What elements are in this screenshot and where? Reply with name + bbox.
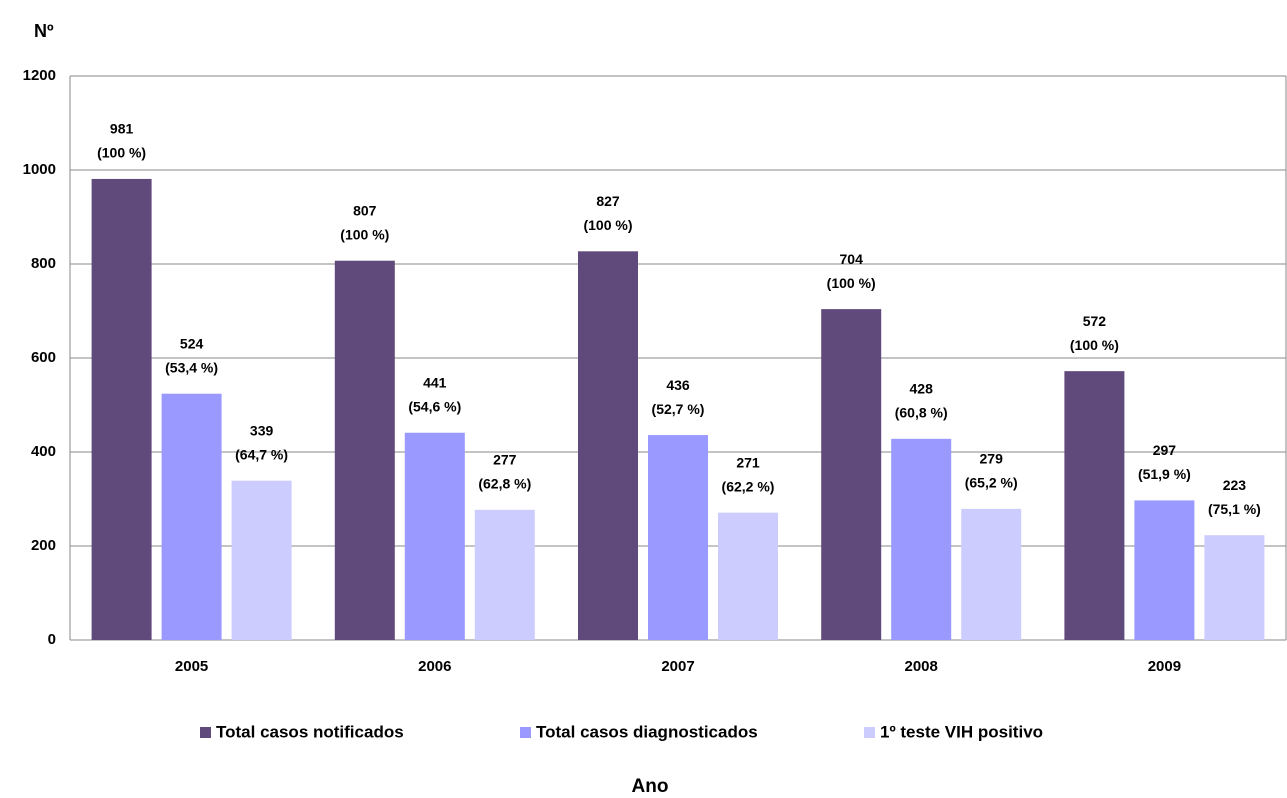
y-tick-label: 1200	[23, 67, 56, 84]
legend-swatch	[520, 727, 531, 738]
value-label: 223	[1223, 477, 1247, 493]
y-tick-label: 600	[31, 349, 56, 366]
value-label: 271	[736, 454, 760, 470]
value-label: (100 %)	[97, 145, 146, 161]
bar	[1064, 371, 1125, 640]
bar	[334, 260, 395, 640]
x-tick-label: 2007	[661, 658, 694, 675]
value-label: (54,6 %)	[408, 398, 461, 414]
bar	[404, 432, 465, 640]
value-label: (62,2 %)	[722, 478, 775, 494]
value-label: 297	[1153, 442, 1177, 458]
value-label: (100 %)	[827, 275, 876, 291]
y-tick-label: 800	[31, 255, 56, 272]
value-label: (100 %)	[340, 226, 389, 242]
value-label: 277	[493, 452, 517, 468]
bar	[474, 509, 535, 640]
value-label: 339	[250, 422, 274, 438]
value-label: 428	[910, 381, 934, 397]
legend-swatch	[200, 727, 211, 738]
x-tick-label: 2006	[418, 658, 451, 675]
value-label: 441	[423, 374, 447, 390]
value-label: (65,2 %)	[965, 475, 1018, 491]
x-tick-label: 2009	[1148, 658, 1181, 675]
value-label: (100 %)	[583, 217, 632, 233]
bar	[718, 512, 778, 640]
legend-swatch	[864, 727, 875, 738]
legend-label: Total casos diagnosticados	[536, 722, 758, 741]
value-label: 827	[596, 193, 620, 209]
value-label: 981	[110, 121, 134, 137]
y-tick-label: 400	[31, 443, 56, 460]
y-tick-label: 1000	[23, 161, 56, 178]
bar	[648, 435, 708, 640]
bar	[161, 393, 222, 640]
bar	[821, 309, 882, 640]
value-label: (62,8 %)	[478, 476, 531, 492]
value-label: 436	[666, 377, 690, 393]
legend-label: Total casos notificados	[216, 722, 404, 741]
value-label: (51,9 %)	[1138, 466, 1191, 482]
bar	[578, 251, 638, 640]
bar	[891, 438, 952, 640]
legend-label: 1º teste VIH positivo	[880, 722, 1043, 741]
value-label: 524	[180, 335, 204, 351]
value-label: (60,8 %)	[895, 405, 948, 421]
value-label: 704	[840, 251, 864, 267]
bar	[1134, 500, 1195, 640]
x-tick-label: 2008	[905, 658, 938, 675]
bar	[961, 508, 1022, 640]
value-label: 572	[1083, 313, 1107, 329]
bar	[231, 480, 292, 640]
y-tick-label: 200	[31, 537, 56, 554]
value-label: 279	[980, 451, 1004, 467]
bar	[91, 178, 152, 640]
value-label: (64,7 %)	[235, 446, 288, 462]
value-label: (75,1 %)	[1208, 501, 1261, 517]
y-axis-title: Nº	[34, 21, 54, 41]
bar	[1204, 535, 1265, 640]
x-tick-label: 2005	[175, 658, 208, 675]
x-axis-title: Ano	[632, 776, 669, 797]
value-label: (100 %)	[1070, 337, 1119, 353]
y-tick-label: 0	[48, 631, 56, 648]
value-label: (53,4 %)	[165, 359, 218, 375]
value-label: 807	[353, 202, 377, 218]
value-label: (52,7 %)	[652, 401, 705, 417]
